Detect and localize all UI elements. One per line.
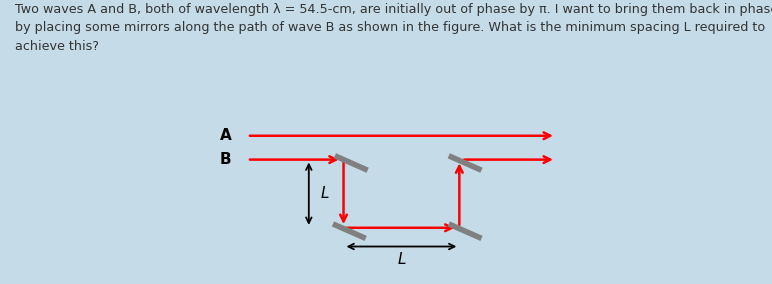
Text: Two waves A and B, both of wavelength λ = 54.5-cm, are initially out of phase by: Two waves A and B, both of wavelength λ … <box>15 3 772 53</box>
Text: B: B <box>220 152 232 167</box>
Text: A: A <box>220 128 232 143</box>
Text: L: L <box>320 186 329 201</box>
Text: L: L <box>397 252 406 268</box>
